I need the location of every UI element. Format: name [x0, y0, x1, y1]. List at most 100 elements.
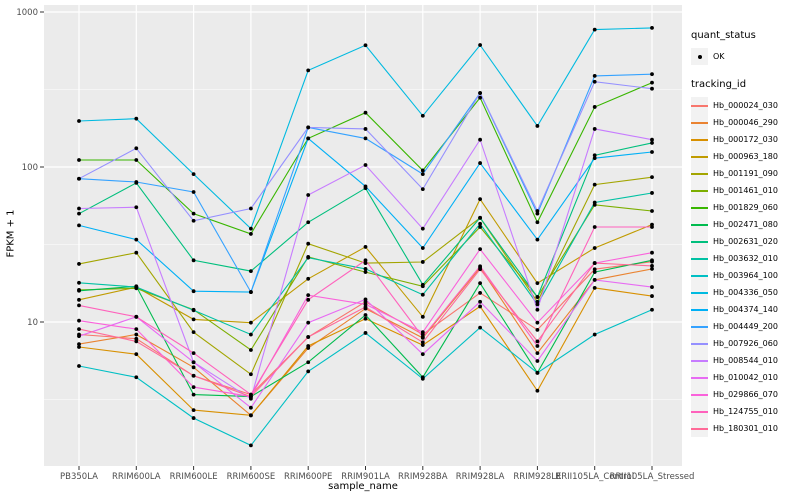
data-point — [249, 443, 253, 448]
data-point — [592, 261, 597, 265]
data-point — [592, 27, 597, 32]
data-point — [420, 168, 425, 173]
legend-item-label: Hb_000963_180 — [713, 152, 778, 161]
plot-panel — [44, 5, 682, 466]
data-point — [191, 211, 196, 216]
data-point — [191, 317, 196, 322]
legend-item-label: Hb_003632_010 — [713, 254, 778, 263]
legend-item-label: Hb_004336_050 — [713, 288, 778, 297]
data-point — [535, 124, 540, 128]
data-point — [420, 340, 425, 345]
data-point — [478, 247, 482, 252]
data-point — [134, 205, 139, 210]
y-tick-label: 100 — [22, 163, 38, 173]
data-point — [535, 370, 540, 375]
data-point — [592, 285, 597, 290]
data-point — [592, 225, 597, 229]
data-point — [134, 180, 139, 184]
data-point — [191, 330, 196, 335]
data-point — [249, 394, 253, 399]
legend-key-swatch — [691, 199, 708, 216]
data-point — [134, 332, 139, 337]
data-point — [592, 79, 597, 84]
legend-key-swatch — [691, 250, 708, 267]
data-point — [650, 72, 654, 77]
legend-key-swatch — [691, 369, 708, 386]
data-point — [420, 314, 425, 319]
data-point — [363, 305, 368, 309]
data-point — [363, 110, 368, 115]
data-point — [420, 335, 425, 339]
legend-item-Hb_001191_090: Hb_001191_090 — [691, 165, 797, 182]
data-point — [306, 241, 311, 246]
legend-item-Hb_000963_180: Hb_000963_180 — [691, 148, 797, 165]
line-swatch-icon — [691, 325, 708, 328]
data-point — [478, 43, 482, 47]
data-point — [478, 215, 482, 220]
data-point — [77, 318, 81, 323]
data-point — [478, 325, 482, 330]
data-point — [420, 246, 425, 250]
data-point — [306, 369, 311, 374]
x-tick-label: PB350LA — [60, 472, 98, 482]
data-point — [77, 334, 81, 339]
legend-item-label: Hb_001829_060 — [713, 203, 778, 212]
line-swatch-icon — [691, 240, 708, 243]
data-point — [77, 288, 81, 293]
legend-item-Hb_004336_050: Hb_004336_050 — [691, 284, 797, 301]
data-point — [535, 237, 540, 242]
legend-item-Hb_004374_140: Hb_004374_140 — [691, 301, 797, 318]
data-point — [134, 336, 139, 341]
data-point — [592, 153, 597, 158]
data-point — [592, 200, 597, 205]
x-tick-label: RRIM928LA — [456, 472, 505, 482]
line-swatch-icon — [691, 393, 708, 396]
legend-key-swatch — [691, 386, 708, 403]
data-point — [249, 206, 253, 211]
data-point — [535, 211, 540, 216]
point-glyph — [697, 54, 702, 59]
x-tick-label: RRIM928LE — [513, 472, 561, 482]
data-point — [650, 294, 654, 298]
data-point — [134, 158, 139, 162]
data-point — [535, 209, 540, 213]
data-point — [535, 344, 540, 348]
data-point — [191, 416, 196, 420]
legend-key-swatch — [691, 114, 708, 131]
data-point — [191, 258, 196, 263]
legend-item-Hb_008544_010: Hb_008544_010 — [691, 352, 797, 369]
data-point — [191, 351, 196, 356]
data-point — [306, 276, 311, 281]
legend-item-Hb_001461_010: Hb_001461_010 — [691, 182, 797, 199]
legend-spacer — [691, 65, 797, 79]
legend-item-label: OK — [713, 52, 725, 61]
data-point — [420, 376, 425, 381]
legend-item-label: Hb_124755_010 — [713, 407, 778, 416]
legend-item-label: Hb_002471_080 — [713, 220, 778, 229]
legend-key-point-icon — [691, 48, 708, 65]
data-point — [478, 161, 482, 165]
data-point — [191, 172, 196, 176]
data-point — [420, 282, 425, 287]
x-tick-label: RRII105LA_Control — [555, 472, 634, 482]
data-point — [478, 267, 482, 272]
data-point — [134, 327, 139, 331]
legend-key-swatch — [691, 148, 708, 165]
data-point — [134, 314, 139, 319]
data-point — [535, 295, 540, 299]
legend-item-label: Hb_180301_010 — [713, 424, 778, 433]
data-point — [363, 163, 368, 167]
data-point — [77, 297, 81, 302]
line-swatch-icon — [691, 172, 708, 175]
data-point — [592, 277, 597, 282]
data-point — [650, 25, 654, 30]
data-point — [592, 182, 597, 187]
data-point — [134, 250, 139, 255]
x-tick-label: RRIM600SE — [227, 472, 276, 482]
line-swatch-icon — [691, 308, 708, 311]
data-point — [650, 307, 654, 312]
legend-panel: quant_status OK tracking_id Hb_000024_03… — [691, 30, 797, 437]
data-point — [77, 327, 81, 331]
